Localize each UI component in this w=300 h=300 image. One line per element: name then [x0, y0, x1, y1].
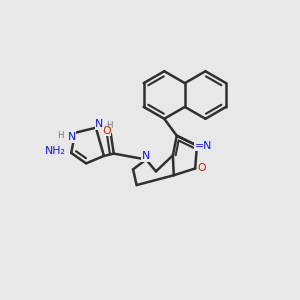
Text: N: N [95, 119, 104, 129]
Text: N: N [141, 151, 150, 161]
Text: NH₂: NH₂ [45, 146, 66, 157]
Text: N: N [68, 132, 76, 142]
Text: O: O [197, 164, 206, 173]
Text: H: H [58, 131, 64, 140]
Text: O: O [102, 126, 111, 136]
Text: H: H [106, 121, 112, 130]
Text: =N: =N [195, 140, 212, 151]
